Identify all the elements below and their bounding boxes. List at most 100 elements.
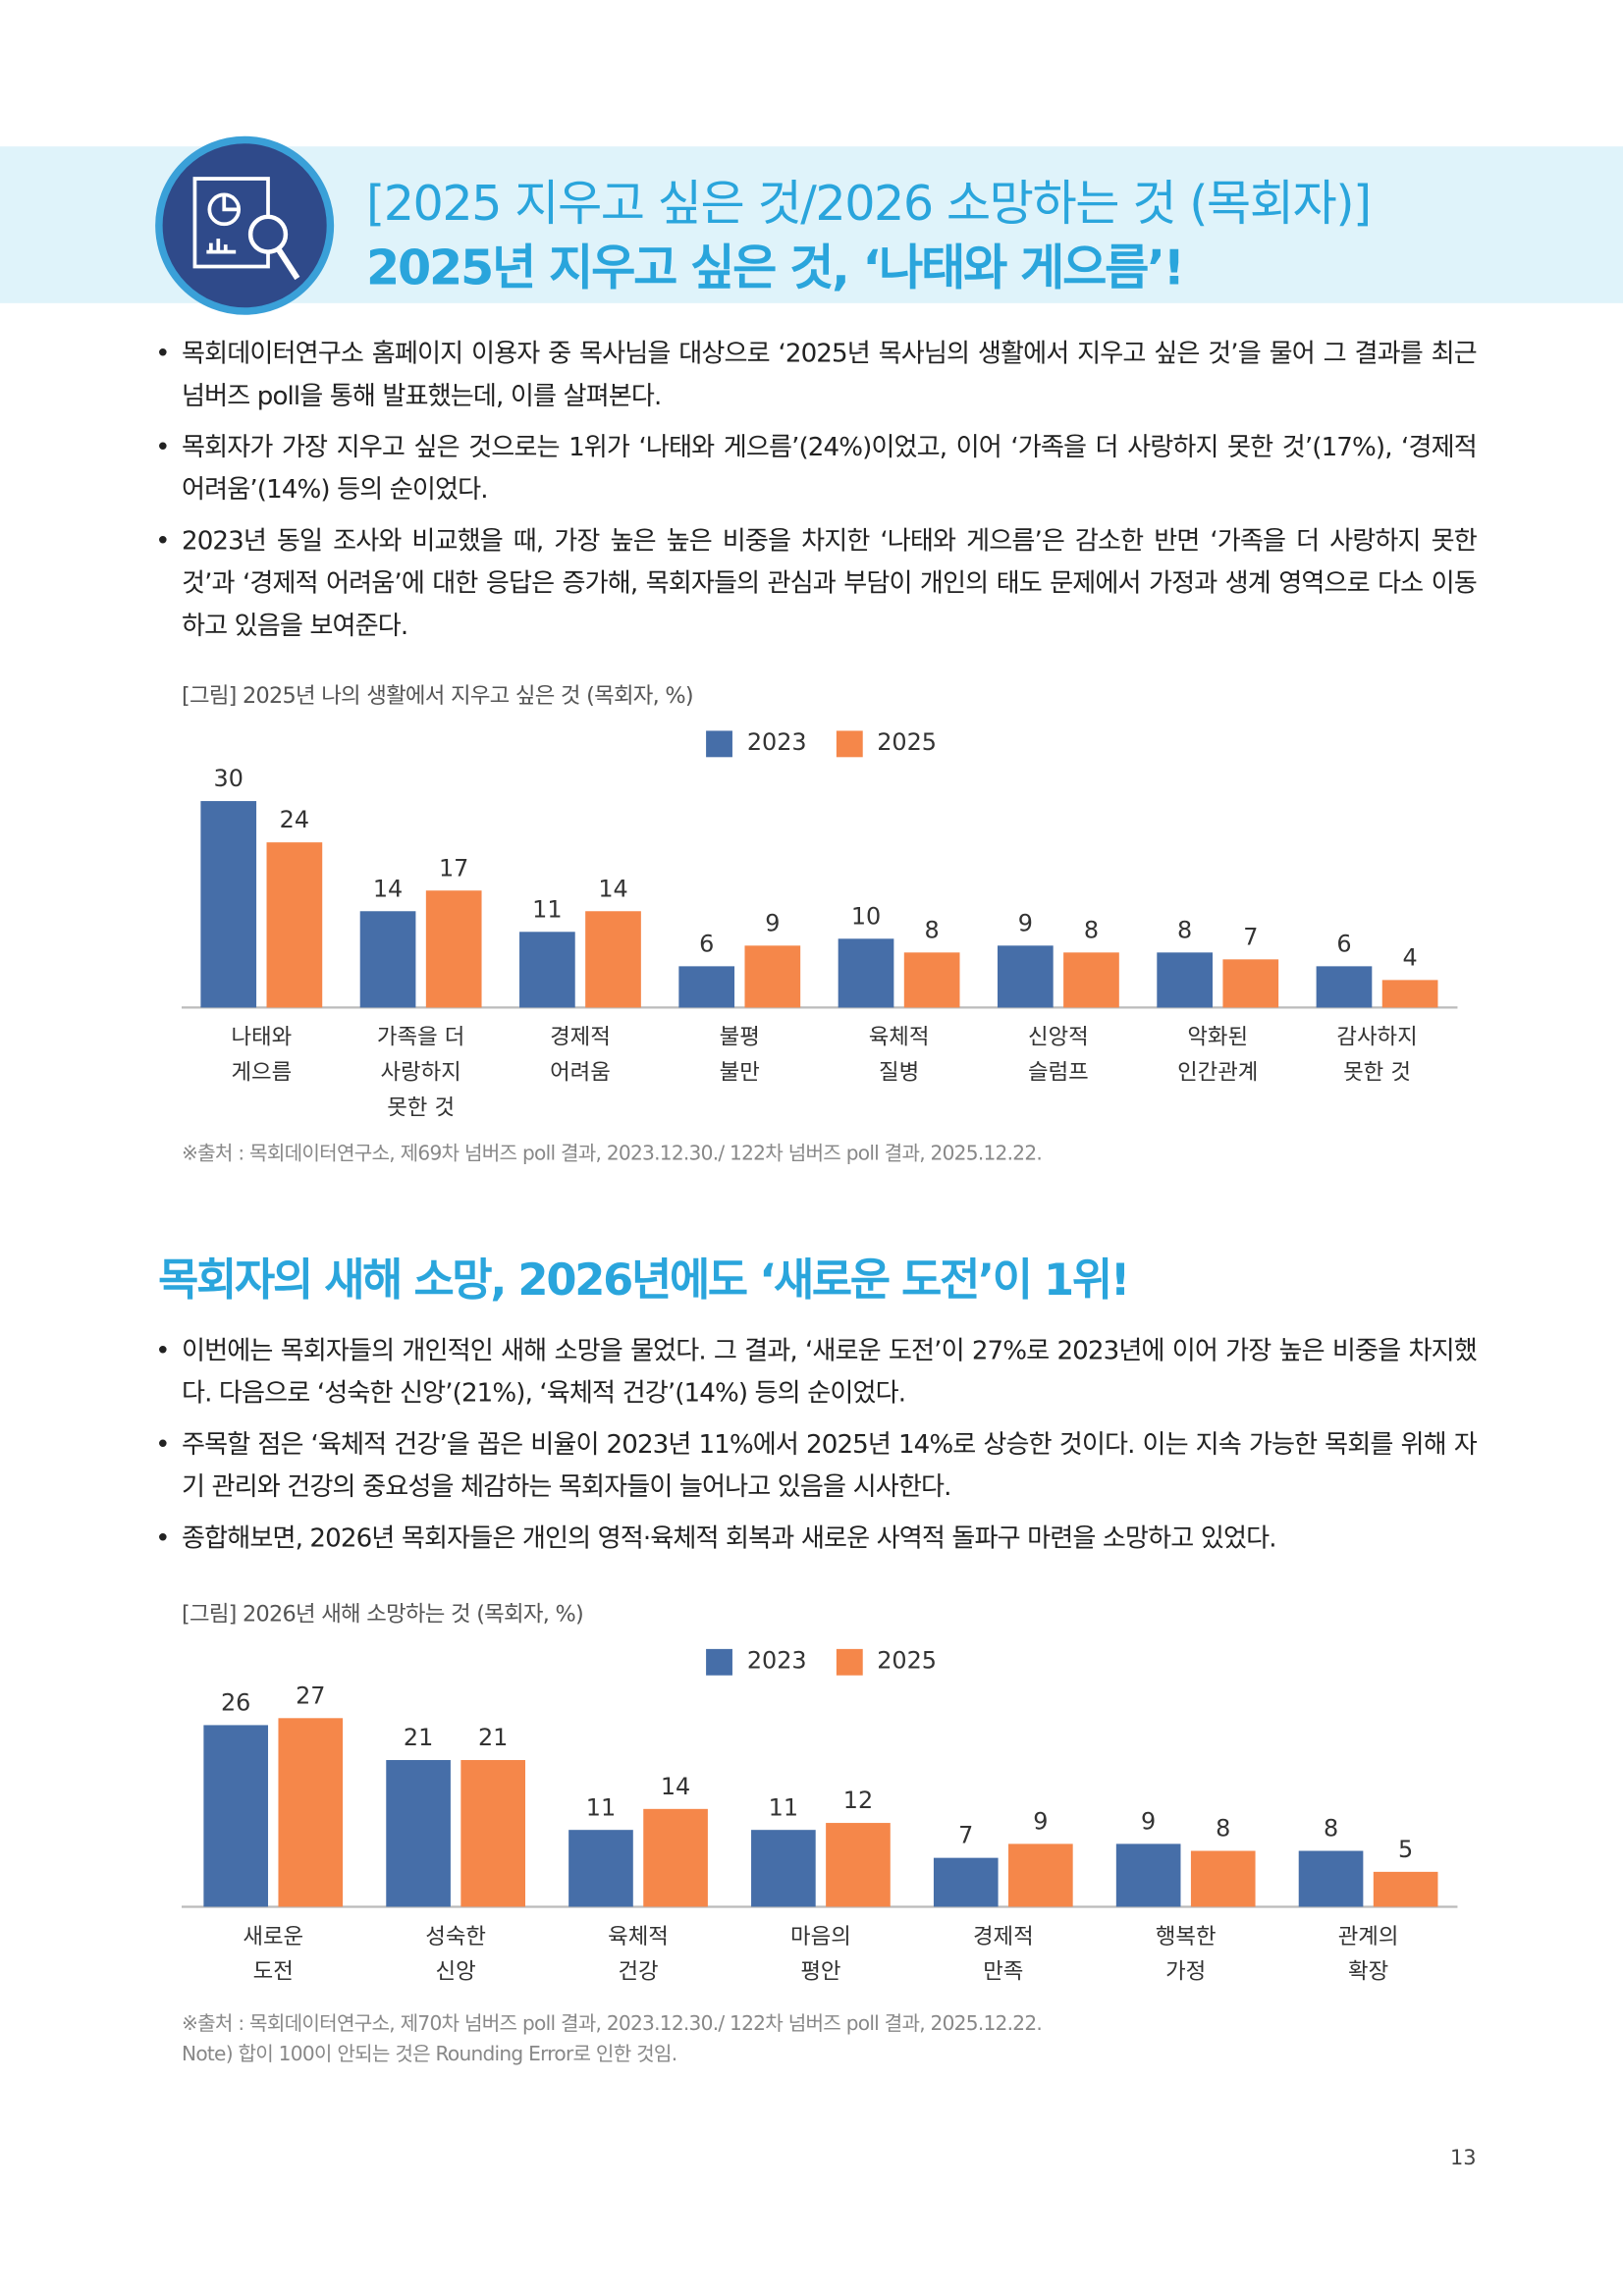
legend-label: 2023 (746, 1645, 807, 1675)
section2-heading: 목회자의 새해 소망, 2026년에도 ‘새로운 도전’이 1위! (158, 1255, 1130, 1307)
category-label: 가족을 더 (377, 1025, 464, 1050)
category-label: 확장 (1348, 1959, 1388, 1985)
bar-2025 (1063, 952, 1119, 1008)
bullet: 목회자가 가장 지우고 싶은 것으로는 1위가 ‘나태와 게으름’(24%)이었… (152, 428, 1478, 513)
bar-2023 (678, 966, 735, 1008)
header-subtitle: 2025년 지우고 싶은 것, ‘나태와 게으름’! (365, 239, 1185, 296)
category-label: 경제적 (973, 1924, 1034, 1949)
data-label: 26 (221, 1689, 250, 1717)
bar-2025 (1222, 959, 1279, 1008)
category-label: 가정 (1165, 1959, 1206, 1985)
bar-2023 (200, 801, 257, 1008)
data-label: 9 (1141, 1807, 1156, 1835)
category-label: 도전 (253, 1959, 294, 1985)
bar-2025 (826, 1823, 891, 1907)
section2-bullets: 이번에는 목회자들의 개인적인 새해 소망을 물었다. 그 결과, ‘새로운 도… (152, 1331, 1478, 1570)
chart1-source: ※출처 : 목회데이터연구소, 제69차 넘버즈 poll 결과, 2023.1… (181, 1142, 1043, 1166)
data-label: 8 (925, 916, 940, 943)
data-label: 9 (1018, 909, 1033, 936)
legend-item-2023: 2023 (706, 727, 807, 757)
bar-2023 (997, 945, 1054, 1008)
page-number: 13 (1449, 2147, 1477, 2170)
legend-item-2025: 2025 (836, 727, 937, 757)
data-label: 24 (280, 806, 309, 833)
bar-2025 (1373, 1871, 1438, 1907)
bar-2025 (278, 1718, 344, 1907)
header-title: [2025 지우고 싶은 것/2026 소망하는 것 (목회자)] (365, 174, 1372, 232)
section1-bullets: 목회데이터연구소 홈페이지 이용자 중 목사님을 대상으로 ‘2025년 목사님… (152, 334, 1478, 658)
chart1-legend: 2023 2025 (706, 727, 937, 757)
data-label: 7 (958, 1822, 973, 1849)
category-label: 건강 (618, 1959, 658, 1985)
data-label: 12 (843, 1787, 873, 1814)
data-label: 14 (661, 1773, 690, 1800)
legend-swatch (706, 729, 732, 757)
data-label: 5 (1398, 1836, 1413, 1863)
category-label: 악화된 (1187, 1025, 1248, 1050)
chart2-legend: 2023 2025 (706, 1646, 937, 1675)
data-label: 14 (373, 875, 403, 902)
data-label: 21 (404, 1724, 433, 1751)
category-label: 마음의 (790, 1924, 851, 1949)
chart2-caption: [그림] 2026년 새해 소망하는 것 (목회자, %) (181, 1600, 584, 1628)
legend-label: 2025 (877, 727, 937, 756)
bar-2023 (203, 1725, 269, 1907)
bar-2023 (838, 938, 894, 1008)
bullet: 종합해보면, 2026년 목회자들은 개인의 영적·육체적 회복과 새로운 사역… (152, 1519, 1477, 1561)
category-label: 못한 것 (1343, 1060, 1411, 1086)
bar-2023 (1298, 1850, 1364, 1907)
bar-2025 (903, 952, 960, 1008)
category-label: 불평 (720, 1025, 760, 1050)
data-label: 14 (598, 875, 627, 902)
legend-item-2023: 2023 (706, 1646, 807, 1675)
legend-item-2025: 2025 (836, 1646, 937, 1675)
bar-2025 (643, 1808, 708, 1907)
bar-2025 (585, 911, 641, 1008)
category-label: 나태와 (231, 1025, 292, 1050)
category-label: 평안 (800, 1959, 840, 1985)
data-label: 8 (1216, 1815, 1230, 1842)
data-label: 9 (1033, 1807, 1048, 1835)
legend-swatch (836, 729, 863, 757)
category-label: 성숙한 (425, 1924, 486, 1949)
chart2-note: Note) 합이 100이 안되는 것은 Rounding Error로 인한 … (181, 2043, 677, 2067)
data-label: 30 (214, 765, 243, 792)
legend-label: 2025 (877, 1645, 937, 1675)
category-label: 슬럼프 (1028, 1060, 1089, 1086)
bar-2023 (933, 1857, 999, 1907)
data-label: 9 (765, 909, 780, 936)
data-label: 6 (699, 930, 714, 957)
data-label: 17 (439, 854, 468, 881)
bullet: 이번에는 목회자들의 개인적인 새해 소망을 물었다. 그 결과, ‘새로운 도… (152, 1331, 1478, 1416)
bar-2023 (359, 911, 416, 1008)
bar-2023 (1115, 1843, 1181, 1907)
bar-2025 (425, 890, 482, 1008)
bar-2025 (744, 945, 801, 1008)
bar-2023 (386, 1760, 451, 1907)
bar-2025 (1008, 1843, 1073, 1907)
chart1-caption: [그림] 2025년 나의 생활에서 지우고 싶은 것 (목회자, %) (181, 682, 694, 710)
bullet: 2023년 동일 조사와 비교했을 때, 가장 높은 높은 비중을 차지한 ‘나… (152, 521, 1478, 649)
bullet: 주목할 점은 ‘육체적 건강’을 꼽은 비율이 2023년 11%에서 2025… (152, 1425, 1478, 1511)
data-label: 8 (1324, 1815, 1338, 1842)
data-label: 11 (532, 895, 562, 923)
category-label: 질병 (879, 1060, 919, 1086)
data-label: 8 (1177, 916, 1192, 943)
bullet: 목회데이터연구소 홈페이지 이용자 중 목사님을 대상으로 ‘2025년 목사님… (152, 334, 1478, 419)
data-label: 11 (769, 1793, 798, 1821)
bar-2025 (266, 842, 323, 1008)
data-label: 4 (1403, 943, 1418, 971)
bar-2023 (1316, 966, 1373, 1008)
category-label: 인간관계 (1177, 1060, 1258, 1086)
legend-swatch (836, 1648, 863, 1675)
chart-magnifier-icon (155, 135, 335, 315)
data-label: 6 (1336, 930, 1351, 957)
category-label: 못한 것 (387, 1095, 455, 1120)
bar-2025 (1190, 1850, 1256, 1907)
category-label: 경제적 (550, 1025, 611, 1050)
category-label: 신앙적 (1028, 1025, 1089, 1050)
category-label: 만족 (983, 1959, 1023, 1985)
